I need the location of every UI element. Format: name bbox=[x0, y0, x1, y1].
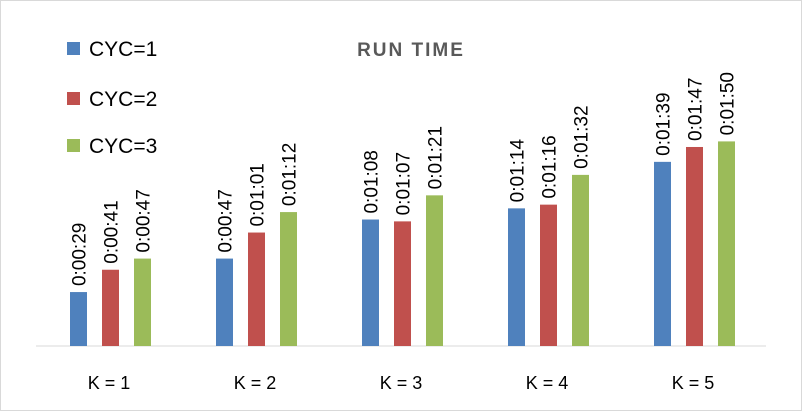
bar-k3-cyc1 bbox=[362, 219, 379, 346]
data-label-k4-cyc2: 0:01:16 bbox=[540, 135, 561, 198]
data-labels-group: 0:00:29 0:00:41 0:00:47 0:00:47 0:01:01 0:01:… bbox=[70, 72, 739, 286]
data-label-k1-cyc1: 0:00:29 bbox=[70, 223, 91, 286]
bar-k1-cyc2 bbox=[102, 269, 119, 346]
bar-k2-cyc3 bbox=[280, 212, 297, 346]
data-label-k1-cyc3: 0:00:47 bbox=[134, 189, 155, 252]
bar-k5-cyc1 bbox=[654, 161, 671, 346]
data-label-k3-cyc1: 0:01:08 bbox=[362, 150, 383, 213]
legend-swatch-cyc3 bbox=[67, 139, 80, 152]
bar-k2-cyc2 bbox=[248, 232, 265, 346]
bar-k1-cyc1 bbox=[70, 292, 87, 346]
data-label-k5-cyc3: 0:01:50 bbox=[718, 72, 739, 135]
legend-label-cyc1: CYC=1 bbox=[89, 38, 157, 61]
legend: CYC=1 CYC=2 CYC=3 bbox=[67, 38, 157, 158]
bar-k4-cyc3 bbox=[572, 174, 589, 346]
legend-label-cyc3: CYC=3 bbox=[89, 135, 157, 158]
data-label-k2-cyc2: 0:01:01 bbox=[248, 163, 269, 226]
bar-k3-cyc2 bbox=[394, 221, 411, 346]
bar-k1-cyc3 bbox=[134, 258, 151, 346]
legend-swatch-cyc1 bbox=[67, 42, 80, 55]
data-label-k4-cyc3: 0:01:32 bbox=[572, 105, 593, 168]
data-label-k1-cyc2: 0:00:41 bbox=[102, 200, 123, 263]
data-label-k4-cyc1: 0:01:14 bbox=[508, 139, 529, 203]
x-tick-label-k4: K = 4 bbox=[526, 373, 569, 393]
data-label-k2-cyc3: 0:01:12 bbox=[280, 143, 301, 206]
legend-swatch-cyc2 bbox=[67, 92, 80, 105]
bar-k4-cyc1 bbox=[508, 208, 525, 346]
legend-label-cyc2: CYC=2 bbox=[89, 88, 157, 111]
chart-title: RUN TIME bbox=[357, 40, 465, 61]
data-label-k2-cyc1: 0:00:47 bbox=[216, 189, 237, 252]
x-tick-label-k3: K = 3 bbox=[380, 373, 423, 393]
bar-k5-cyc3 bbox=[718, 141, 735, 346]
bar-k3-cyc3 bbox=[426, 195, 443, 346]
bars-group bbox=[70, 141, 735, 346]
data-label-k5-cyc1: 0:01:39 bbox=[654, 92, 675, 155]
data-label-k3-cyc2: 0:01:07 bbox=[394, 152, 415, 215]
x-tick-label-k1: K = 1 bbox=[88, 373, 131, 393]
x-tick-label-k2: K = 2 bbox=[234, 373, 277, 393]
x-tick-label-k5: K = 5 bbox=[672, 373, 715, 393]
data-label-k3-cyc3: 0:01:21 bbox=[426, 126, 447, 189]
bar-k2-cyc1 bbox=[216, 258, 233, 346]
bar-k4-cyc2 bbox=[540, 204, 557, 346]
data-label-k5-cyc2: 0:01:47 bbox=[686, 78, 707, 141]
x-tick-labels-group: K = 1 K = 2 K = 3 K = 4 K = 5 bbox=[88, 373, 715, 393]
bar-k5-cyc2 bbox=[686, 146, 703, 346]
